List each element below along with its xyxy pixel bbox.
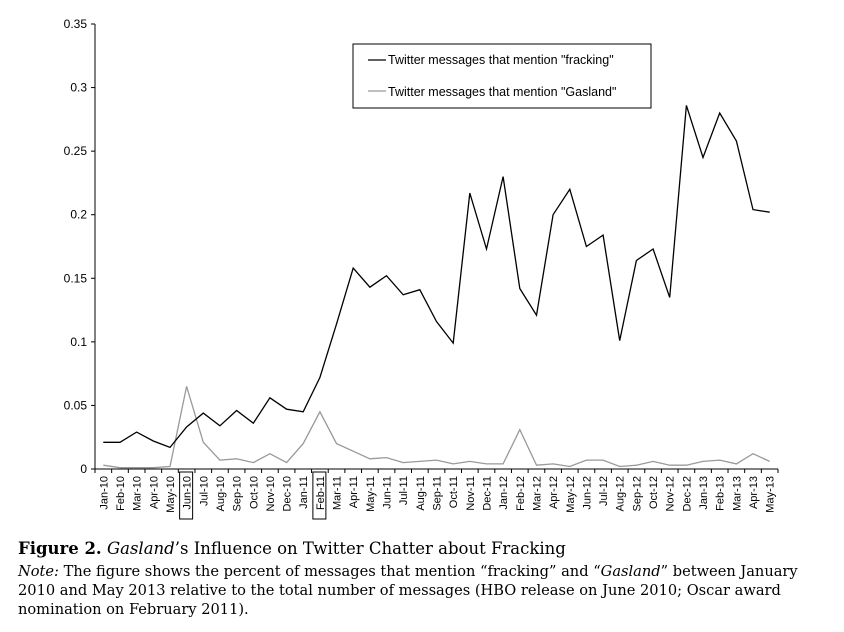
x-tick-label: Nov-10 bbox=[265, 476, 277, 511]
series-line-fracking bbox=[103, 105, 770, 449]
note-part2: ” between January 2010 and May 2013 rela… bbox=[18, 563, 798, 618]
x-axis: Jan-10 Feb-10 Mar-10 Apr-10 May-10 Jun-10 Jul-… bbox=[94, 468, 779, 520]
x-tick-label: Oct-10 bbox=[248, 476, 260, 509]
x-tick-label: Aug-11 bbox=[415, 476, 427, 511]
x-tick-label: Jul-12 bbox=[598, 476, 610, 506]
y-tick-label: 0.15 bbox=[64, 271, 88, 285]
figure-label: Figure 2. bbox=[18, 539, 102, 558]
caption-note: Note: The figure shows the percent of me… bbox=[18, 562, 833, 619]
x-tick-highlight-box bbox=[312, 471, 327, 520]
x-tick-label: Oct-12 bbox=[648, 476, 660, 509]
x-tick-label: Jun-10 bbox=[182, 476, 194, 510]
x-tick-label: Sep-11 bbox=[432, 476, 444, 511]
legend-label-fracking: Twitter messages that mention "fracking" bbox=[388, 53, 614, 67]
x-tick-label: May-12 bbox=[565, 476, 577, 513]
x-tick-label: Dec-11 bbox=[481, 476, 493, 511]
x-tick-label: Jan-13 bbox=[698, 476, 710, 510]
x-tick-label: Apr-11 bbox=[348, 476, 360, 508]
x-tick-label: Mar-13 bbox=[731, 476, 743, 511]
x-tick-label: Sep-12 bbox=[631, 476, 643, 511]
x-tick-label: Mar-10 bbox=[132, 476, 144, 511]
x-tick-label: Sep-10 bbox=[232, 476, 244, 511]
x-tick-label: Feb-12 bbox=[515, 476, 527, 511]
x-tick-label: Oct-11 bbox=[448, 476, 460, 508]
caption-title: Figure 2. Gasland’s Influence on Twitter… bbox=[18, 538, 833, 560]
x-tick-label: Mar-12 bbox=[531, 476, 543, 511]
x-tick-label: Jul-11 bbox=[398, 476, 410, 505]
figure-caption: Figure 2. Gasland’s Influence on Twitter… bbox=[18, 538, 833, 619]
y-tick-label: 0.3 bbox=[70, 81, 87, 95]
x-tick-label: Feb-13 bbox=[715, 476, 727, 511]
y-tick-label: 0.2 bbox=[70, 208, 87, 222]
x-tick-label: Jun-11 bbox=[382, 476, 394, 509]
x-tick-highlight-box bbox=[179, 471, 194, 520]
y-tick-label: 0.05 bbox=[64, 398, 88, 412]
x-tick-label: Apr-12 bbox=[548, 476, 560, 509]
series-line-gasland bbox=[103, 386, 770, 469]
x-tick-label: Feb-11 bbox=[315, 476, 327, 510]
x-tick-label: Nov-11 bbox=[465, 476, 477, 511]
caption-title-rest: ’s Influence on Twitter Chatter about Fr… bbox=[174, 539, 566, 558]
x-tick-label: Apr-13 bbox=[748, 476, 760, 509]
note-italic: Gasland bbox=[600, 563, 661, 580]
x-tick-label: May-11 bbox=[365, 476, 377, 512]
x-tick-label: Dec-10 bbox=[282, 476, 294, 511]
x-tick-label: Jan-11 bbox=[298, 476, 310, 509]
x-tick-label: Jun-12 bbox=[581, 476, 593, 510]
x-tick-label: Feb-10 bbox=[115, 476, 127, 511]
x-tick-label: May-13 bbox=[765, 476, 777, 513]
series-layer bbox=[103, 105, 770, 469]
legend-label-gasland: Twitter messages that mention "Gasland" bbox=[388, 85, 616, 99]
x-tick-label: Mar-11 bbox=[332, 476, 344, 510]
y-tick-label: 0 bbox=[80, 462, 87, 476]
x-tick-label: Aug-10 bbox=[215, 476, 227, 511]
x-tick-label: May-10 bbox=[165, 476, 177, 513]
y-axis: 0 0.05 0.1 0.15 0.2 0.25 0.3 0.35 bbox=[64, 17, 96, 476]
x-tick-label: Dec-12 bbox=[681, 476, 693, 511]
y-tick-label: 0.35 bbox=[64, 17, 88, 31]
x-tick-label: Nov-12 bbox=[665, 476, 677, 511]
note-label: Note: bbox=[18, 563, 59, 580]
caption-title-italic: Gasland bbox=[106, 539, 175, 558]
note-part1: The figure shows the percent of messages… bbox=[58, 563, 601, 580]
x-tick-label: Aug-12 bbox=[615, 476, 627, 511]
x-tick-label: Jan-10 bbox=[98, 476, 110, 510]
x-tick-label: Jul-10 bbox=[198, 476, 210, 506]
x-tick-label: Apr-10 bbox=[148, 476, 160, 509]
legend-box bbox=[352, 43, 652, 109]
y-tick-label: 0.25 bbox=[64, 144, 88, 158]
line-chart: 0 0.05 0.1 0.15 0.2 0.25 0.3 0.35 Jan-10 Feb-10 M… bbox=[64, 17, 779, 520]
legend: Twitter messages that mention "fracking"… bbox=[352, 43, 652, 109]
x-tick-label: Jan-12 bbox=[498, 476, 510, 510]
y-tick-label: 0.1 bbox=[70, 335, 87, 349]
